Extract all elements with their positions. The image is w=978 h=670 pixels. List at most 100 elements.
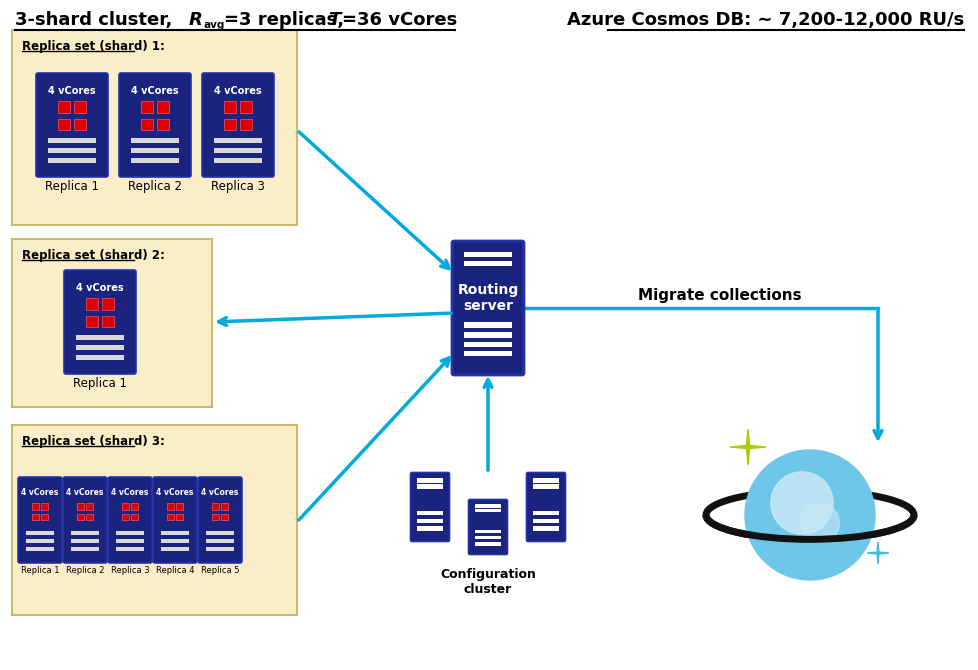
Circle shape [770, 472, 832, 534]
Bar [475, 542, 500, 546]
Bar [48, 138, 97, 143]
Bar [103, 298, 113, 310]
Text: 4 vCores: 4 vCores [76, 283, 123, 293]
Bar [463, 252, 511, 257]
Bar [86, 513, 93, 521]
Text: Replica set (shard) 1:: Replica set (shard) 1: [22, 40, 164, 53]
Bar [141, 101, 153, 113]
Text: Replica 3: Replica 3 [211, 180, 265, 193]
Text: =36 vCores: =36 vCores [341, 11, 457, 29]
Text: Replica 1: Replica 1 [45, 180, 99, 193]
Bar [533, 478, 558, 482]
Bar [211, 503, 218, 510]
FancyBboxPatch shape [108, 477, 152, 563]
Bar [166, 503, 173, 510]
FancyBboxPatch shape [18, 477, 62, 563]
Bar [213, 158, 262, 163]
Bar [121, 513, 128, 521]
Text: 4 vCores: 4 vCores [214, 86, 261, 96]
Bar [160, 531, 189, 535]
Text: =3 replicas,: =3 replicas, [224, 11, 350, 29]
FancyBboxPatch shape [63, 477, 107, 563]
Bar [160, 547, 189, 551]
Bar [70, 539, 100, 543]
Bar [121, 503, 128, 510]
Text: Replica 5: Replica 5 [200, 566, 239, 575]
Bar [205, 539, 234, 543]
Bar [25, 547, 55, 551]
Bar [224, 119, 236, 130]
Bar [463, 350, 511, 356]
Text: Replica 3: Replica 3 [111, 566, 150, 575]
Polygon shape [867, 542, 888, 564]
Circle shape [800, 503, 839, 543]
Bar [166, 513, 173, 521]
Bar [75, 335, 124, 340]
Bar [130, 138, 179, 143]
Bar [533, 519, 558, 523]
Text: Replica set (shard) 2:: Replica set (shard) 2: [22, 249, 164, 262]
Bar [74, 119, 86, 130]
Bar [533, 484, 558, 488]
Bar [417, 478, 442, 482]
Bar [417, 519, 442, 523]
Text: Configuration
cluster: Configuration cluster [440, 568, 535, 596]
Bar [76, 503, 83, 510]
Bar [131, 503, 138, 510]
Bar [463, 261, 511, 267]
Bar [205, 531, 234, 535]
Bar [160, 539, 189, 543]
Bar [241, 101, 251, 113]
Circle shape [744, 450, 874, 580]
Bar [176, 513, 183, 521]
Bar [31, 513, 38, 521]
Text: 4 vCores: 4 vCores [131, 86, 179, 96]
Bar [41, 513, 48, 521]
Text: avg: avg [203, 20, 225, 30]
Bar [205, 547, 234, 551]
Bar [130, 148, 179, 153]
Bar [463, 332, 511, 338]
Text: Replica 1: Replica 1 [73, 377, 127, 390]
Bar [25, 531, 55, 535]
Text: Routing
server: Routing server [457, 283, 518, 313]
Bar [131, 513, 138, 521]
Text: $\bfit{R}$: $\bfit{R}$ [188, 11, 202, 29]
Bar [74, 101, 86, 113]
Bar [213, 148, 262, 153]
FancyBboxPatch shape [526, 472, 565, 541]
Bar [475, 509, 500, 513]
Bar [213, 138, 262, 143]
Bar [41, 503, 48, 510]
Bar [221, 513, 228, 521]
Bar [76, 513, 83, 521]
Bar [115, 547, 144, 551]
Bar [86, 298, 98, 310]
Text: 4 vCores: 4 vCores [201, 488, 239, 496]
Bar [75, 345, 124, 350]
Bar [241, 119, 251, 130]
Bar [48, 158, 97, 163]
Text: 4 vCores: 4 vCores [22, 488, 59, 496]
Text: Replica 2: Replica 2 [66, 566, 104, 575]
Bar [533, 511, 558, 515]
Bar [70, 547, 100, 551]
Bar [157, 101, 169, 113]
Bar [463, 322, 511, 328]
FancyBboxPatch shape [12, 30, 296, 225]
Bar [533, 527, 558, 531]
FancyBboxPatch shape [64, 270, 136, 374]
Bar [221, 503, 228, 510]
Bar [86, 503, 93, 510]
Bar [211, 513, 218, 521]
Bar [475, 530, 500, 533]
FancyBboxPatch shape [452, 241, 523, 375]
Text: 4 vCores: 4 vCores [67, 488, 104, 496]
Text: 4 vCores: 4 vCores [156, 488, 194, 496]
Bar [141, 119, 153, 130]
Bar [115, 531, 144, 535]
Bar [417, 484, 442, 488]
Bar [417, 527, 442, 531]
FancyBboxPatch shape [12, 239, 212, 407]
Bar [176, 503, 183, 510]
